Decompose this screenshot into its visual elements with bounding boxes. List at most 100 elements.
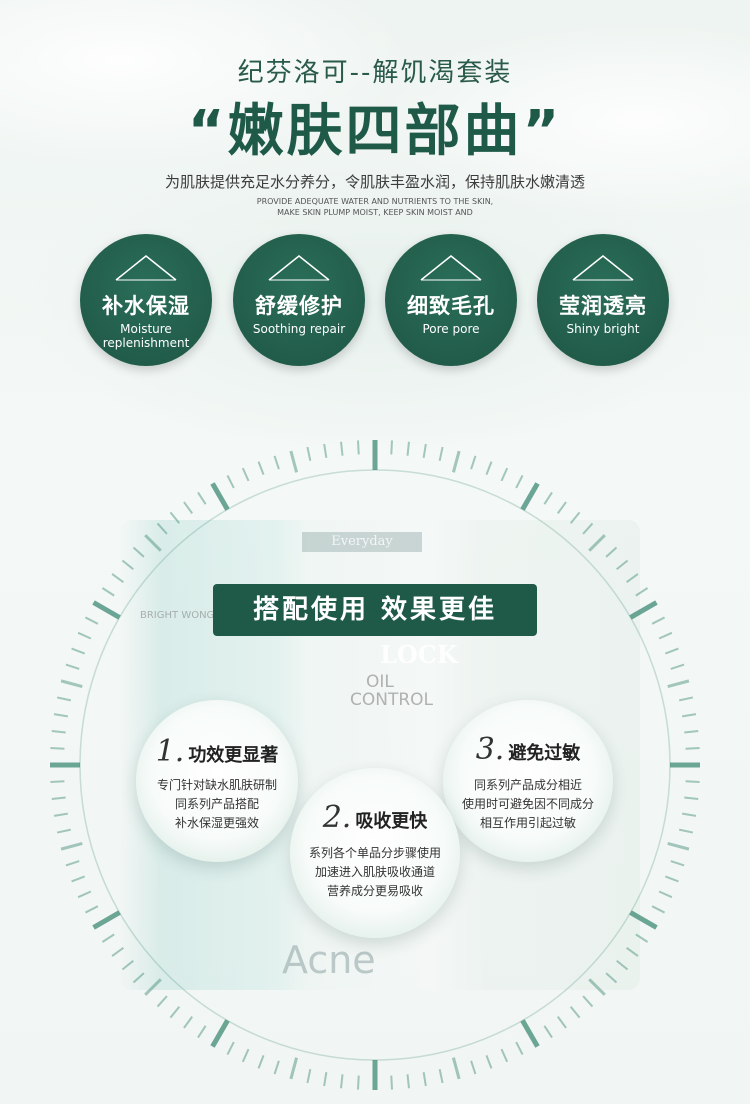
dial-tick [667, 841, 690, 851]
product-label-acne: Acne [282, 938, 376, 982]
dial-tick [682, 713, 697, 718]
benefit-bubble-3: 3. 避免过敏 同系列产品成分相近 使用时可避免因不同成分 相互作用引起过敏 [443, 700, 613, 862]
bubble-number: 3. [475, 732, 505, 767]
dial-tick [257, 461, 265, 476]
dial-tick [678, 828, 694, 834]
combo-banner: 搭配使用 效果更佳 [213, 584, 537, 636]
dial-tick [685, 780, 700, 784]
dial-tick [651, 905, 666, 914]
description-en-line-2: MAKE SKIN PLUMP MOIST, KEEP SKIN MOIST A… [277, 208, 473, 217]
feature-circles: 补水保湿 Moisture replenishment 舒缓修护 Soothin… [0, 234, 750, 366]
dial-tick [60, 679, 83, 689]
dial-tick [682, 812, 697, 817]
dial-tick [629, 600, 658, 620]
dial-tick [390, 440, 394, 455]
feature-label-cn: 细致毛孔 [407, 294, 495, 318]
dial-tick [422, 443, 427, 458]
dial-tick [520, 1019, 540, 1048]
page-title: “嫩肤四部曲” [187, 99, 563, 164]
bubble-line: 系列各个单品分步骤使用 [308, 846, 441, 860]
dial-tick [543, 1025, 553, 1039]
dial-tick [664, 875, 679, 883]
dial-tick [121, 559, 134, 571]
feature-bright: 莹润透亮 Shiny bright [537, 234, 669, 366]
dial-tick [71, 647, 86, 655]
clock-dial [50, 440, 700, 1090]
dial-tick [356, 1075, 360, 1090]
dial-tick [451, 450, 461, 473]
dial-tick [438, 1068, 444, 1084]
bubble-title-text: 功效更显著 [188, 745, 279, 766]
dial-tick [210, 1019, 230, 1048]
dial-tick [667, 679, 690, 689]
dial-tick [53, 812, 68, 817]
dial-tick [556, 1016, 567, 1029]
bubble-line: 加速进入肌肤吸收通道 [314, 865, 435, 879]
dial-tick [605, 546, 618, 558]
dial-tick [626, 946, 639, 957]
dial-tick [520, 482, 540, 511]
dial-tick [670, 860, 685, 867]
dial-tick [156, 522, 168, 535]
product-label-bright: BRIGHT WONG [140, 610, 215, 621]
dial-tick [273, 1060, 280, 1075]
dial-tick [485, 461, 493, 476]
dial-tick [197, 491, 207, 505]
dial-tick [684, 730, 699, 734]
dial-tick [658, 890, 673, 899]
dial-tick [470, 455, 477, 470]
dial-tick [65, 663, 80, 670]
feature-label-cn: 补水保湿 [102, 294, 190, 318]
dial-tick [356, 440, 360, 455]
bubble-title: 1. 功效更显著 [136, 734, 298, 769]
dial-tick [664, 647, 679, 655]
dial-tick [323, 1072, 328, 1087]
feature-pore: 细致毛孔 Pore pore [385, 234, 517, 366]
dial-tick [451, 1057, 461, 1080]
dial-tick [144, 534, 162, 552]
dial-tick [289, 1057, 299, 1080]
dial-tick [422, 1072, 427, 1087]
dial-tick [390, 1075, 394, 1090]
dial-tick [50, 780, 65, 784]
dial-tick [53, 713, 68, 718]
dial-tick [92, 600, 121, 620]
bubble-number: 2. [322, 800, 352, 835]
feature-label-cn: 莹润透亮 [559, 294, 647, 318]
description-en-line-1: PROVIDE ADEQUATE WATER AND NUTRIENTS TO … [256, 197, 494, 206]
dial-tick [306, 1068, 312, 1084]
dial-tick [323, 443, 328, 458]
dial-tick [111, 573, 124, 584]
dial-tick [226, 474, 235, 489]
dial-tick [51, 730, 66, 734]
dial-tick [605, 972, 618, 984]
dial-tick [651, 616, 666, 625]
product-label-everyday: Everyday [302, 532, 422, 552]
feature-label-cn: 舒缓修护 [255, 294, 343, 318]
bubble-title-text: 避免过敏 [508, 743, 581, 764]
dial-tick [183, 1016, 194, 1029]
bubble-title: 2. 吸收更快 [290, 800, 460, 835]
product-label-control: CONTROL [350, 690, 434, 710]
feature-soothing: 舒缓修护 Soothing repair [233, 234, 365, 366]
dial-tick [582, 995, 594, 1008]
dial-tick [685, 746, 700, 750]
description-cn: 为肌肤提供充足水分养分，令肌肤丰盈水润，保持肌肤水嫩清透 [164, 173, 585, 191]
dial-tick [588, 534, 606, 552]
benefit-bubble-2: 2. 吸收更快 系列各个单品分步骤使用 加速进入肌肤吸收通道 营养成分更易吸收 [290, 768, 460, 938]
bubble-title: 3. 避免过敏 [443, 732, 613, 767]
dial-tick [144, 978, 162, 996]
chevron-up-icon [115, 255, 177, 281]
dial-tick [569, 511, 581, 524]
dial-tick [132, 546, 145, 558]
dial-tick [500, 1048, 509, 1063]
bubble-body: 系列各个单品分步骤使用 加速进入肌肤吸收通道 营养成分更易吸收 [290, 844, 460, 901]
feature-moisture: 补水保湿 Moisture replenishment [80, 234, 212, 366]
dial-tick [226, 1041, 235, 1056]
dial-tick [65, 860, 80, 867]
dial-tick [500, 467, 509, 482]
dial-tick [406, 441, 410, 456]
dial-tick [197, 1025, 207, 1039]
dial-tick [60, 841, 83, 851]
dial-tick [470, 1060, 477, 1075]
